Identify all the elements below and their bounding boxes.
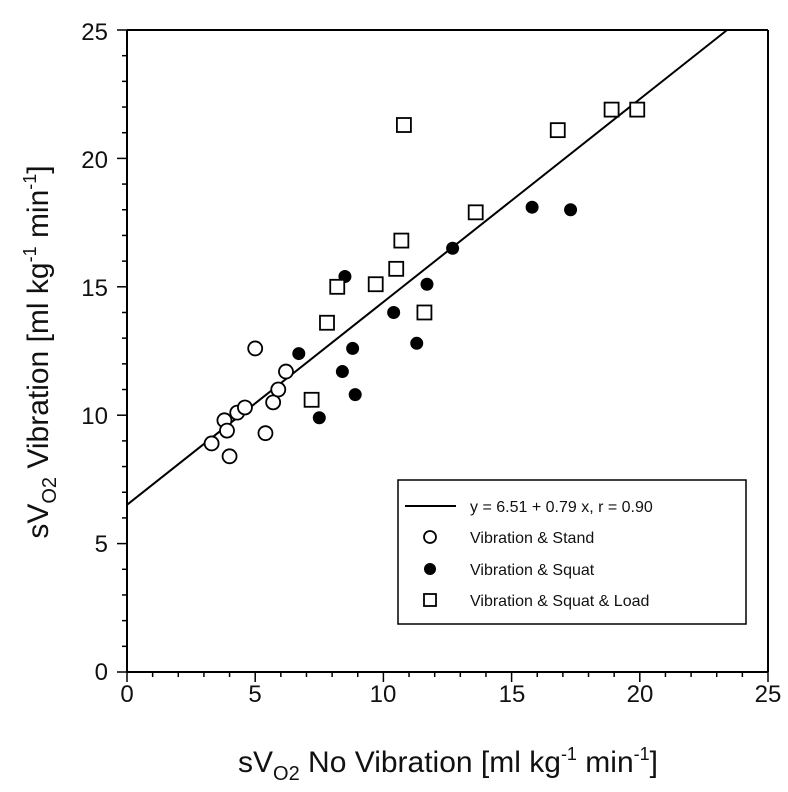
x-tick-label: 10 [370,681,397,708]
data-point-series-2 [603,101,620,118]
y-tick-label: 5 [95,531,108,558]
data-point-series-2 [467,204,484,221]
data-point-series-1 [525,200,539,214]
data-point-series-1 [410,336,424,350]
x-tick-label: 20 [627,681,654,708]
data-point-series-0 [270,381,287,398]
data-point-series-1 [387,305,401,319]
data-point-series-2 [416,304,433,321]
axis-ticks [117,29,769,682]
y-tick-label: 25 [81,19,108,46]
legend-label-stand: Vibration & Stand [470,530,594,547]
legend-label-squat: Vibration & Squat [470,562,595,579]
data-point-series-2 [396,117,412,133]
data-point-series-2 [388,260,405,277]
y-tick-label: 0 [95,659,108,686]
data-point-series-0 [247,340,264,357]
x-tick-label: 15 [499,681,526,708]
data-point-series-1 [420,277,434,291]
data-points [203,101,646,465]
data-point-series-2 [629,101,646,118]
data-point-series-0 [278,363,294,380]
y-axis-title: sVO2 Vibration [ml kg-1 min-1] [20,165,61,538]
legend-open-square-icon [423,593,437,607]
legend-fit-label: y = 6.51 + 0.79 x, r = 0.90 [470,499,653,516]
data-point-series-0 [203,435,220,452]
data-point-series-0 [221,448,238,465]
x-tick-label: 0 [120,681,133,708]
x-axis-title: sVO2 No Vibration [ml kg-1 min-1] [238,744,658,785]
data-point-series-0 [219,422,235,439]
legend: y = 6.51 + 0.79 x, r = 0.90 Vibration & … [397,479,747,625]
data-point-series-2 [319,314,335,331]
legend-box [397,479,747,625]
data-point-series-1 [346,341,360,355]
data-point-series-1 [564,203,578,217]
data-point-series-0 [237,399,253,416]
data-point-series-1 [335,365,349,379]
data-point-series-1 [312,411,326,425]
data-point-series-0 [265,394,282,411]
data-point-series-1 [446,241,460,255]
data-point-series-0 [257,425,274,442]
x-tick-label: 5 [248,681,261,708]
data-point-series-2 [303,391,320,408]
data-point-series-1 [292,347,306,361]
legend-label-squat-load: Vibration & Squat & Load [470,593,649,610]
data-point-series-2 [393,232,410,249]
regression-line [126,29,728,506]
data-point-series-2 [329,278,346,295]
y-tick-label: 10 [81,403,108,430]
y-tick-label: 20 [81,147,108,174]
data-point-series-2 [367,276,384,293]
x-tick-label: 25 [755,681,782,708]
data-point-series-2 [549,122,566,139]
y-tick-label: 15 [81,275,108,302]
legend-filled-circle-icon [424,563,436,575]
data-point-series-1 [348,388,362,402]
legend-open-circle-icon [423,530,437,544]
